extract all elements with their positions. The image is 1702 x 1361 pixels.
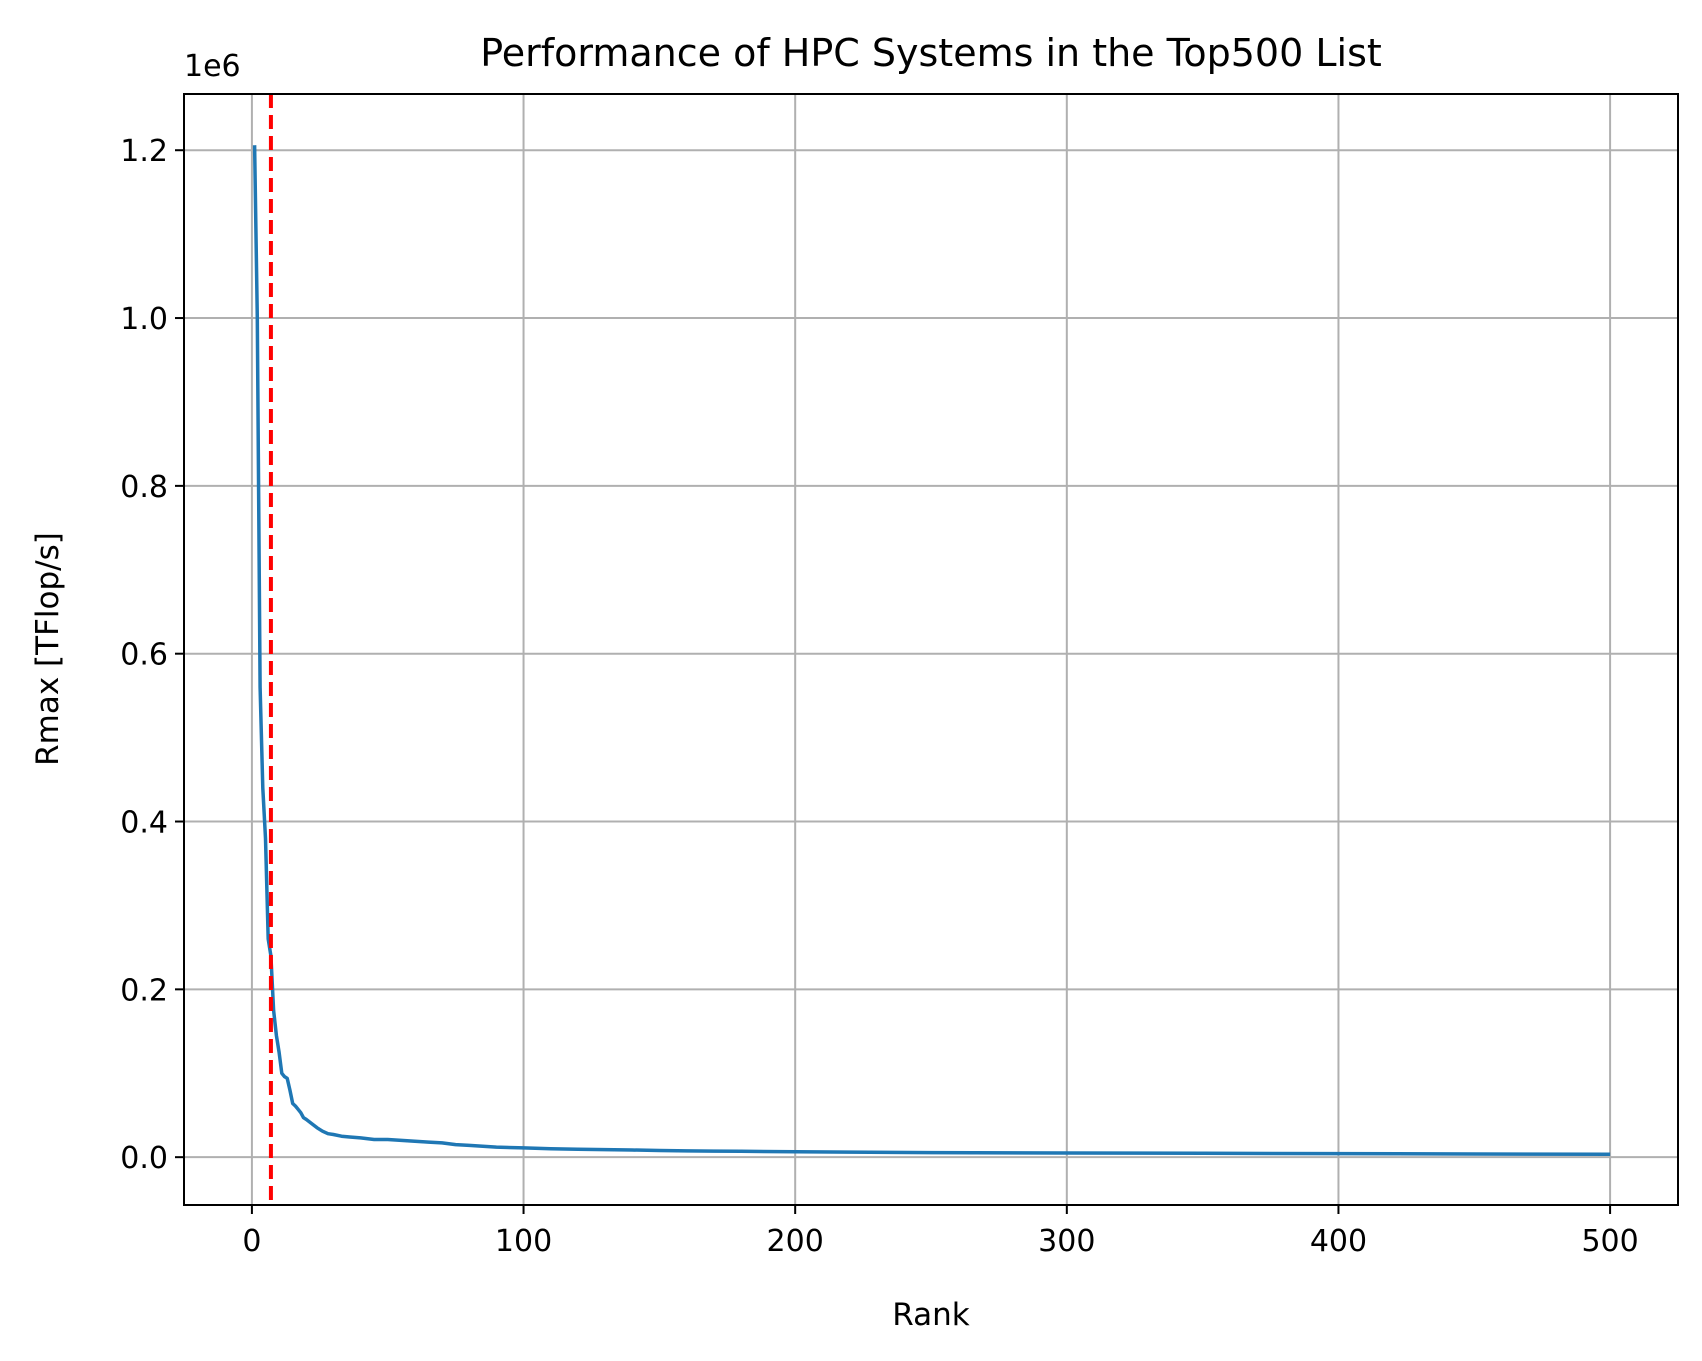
x-axis-label: Rank	[892, 1297, 970, 1333]
y-axis-offset-label: 1e6	[184, 49, 241, 84]
y-tick-label: 1.0	[120, 302, 168, 337]
x-tick-label: 500	[1581, 1224, 1638, 1259]
x-tick-label: 200	[767, 1224, 824, 1259]
y-axis-label: Rmax [TFlop/s]	[30, 532, 66, 766]
series-line	[252, 145, 1611, 1156]
y-tick-label: 0.6	[120, 638, 168, 673]
y-tick-label: 1.2	[120, 134, 168, 169]
chart-title: Performance of HPC Systems in the Top500…	[480, 31, 1382, 75]
x-tick-label: 400	[1310, 1224, 1367, 1259]
x-tick-label: 100	[495, 1224, 552, 1259]
plot-area	[252, 94, 1611, 1205]
y-tick-label: 0.4	[120, 806, 168, 841]
x-axis-ticks: 0 100 200 300 400 500	[242, 1205, 1639, 1259]
x-tick-label: 300	[1038, 1224, 1095, 1259]
axes-frame	[183, 93, 1679, 1206]
x-tick-label: 0	[242, 1224, 261, 1259]
y-tick-label: 0.0	[120, 1141, 168, 1176]
y-axis-ticks: 0.0 0.2 0.4 0.6 0.8 1.0 1.2	[120, 134, 184, 1176]
grid-lines	[184, 94, 1678, 1205]
y-tick-label: 0.8	[120, 470, 168, 505]
y-tick-label: 0.2	[120, 973, 168, 1008]
